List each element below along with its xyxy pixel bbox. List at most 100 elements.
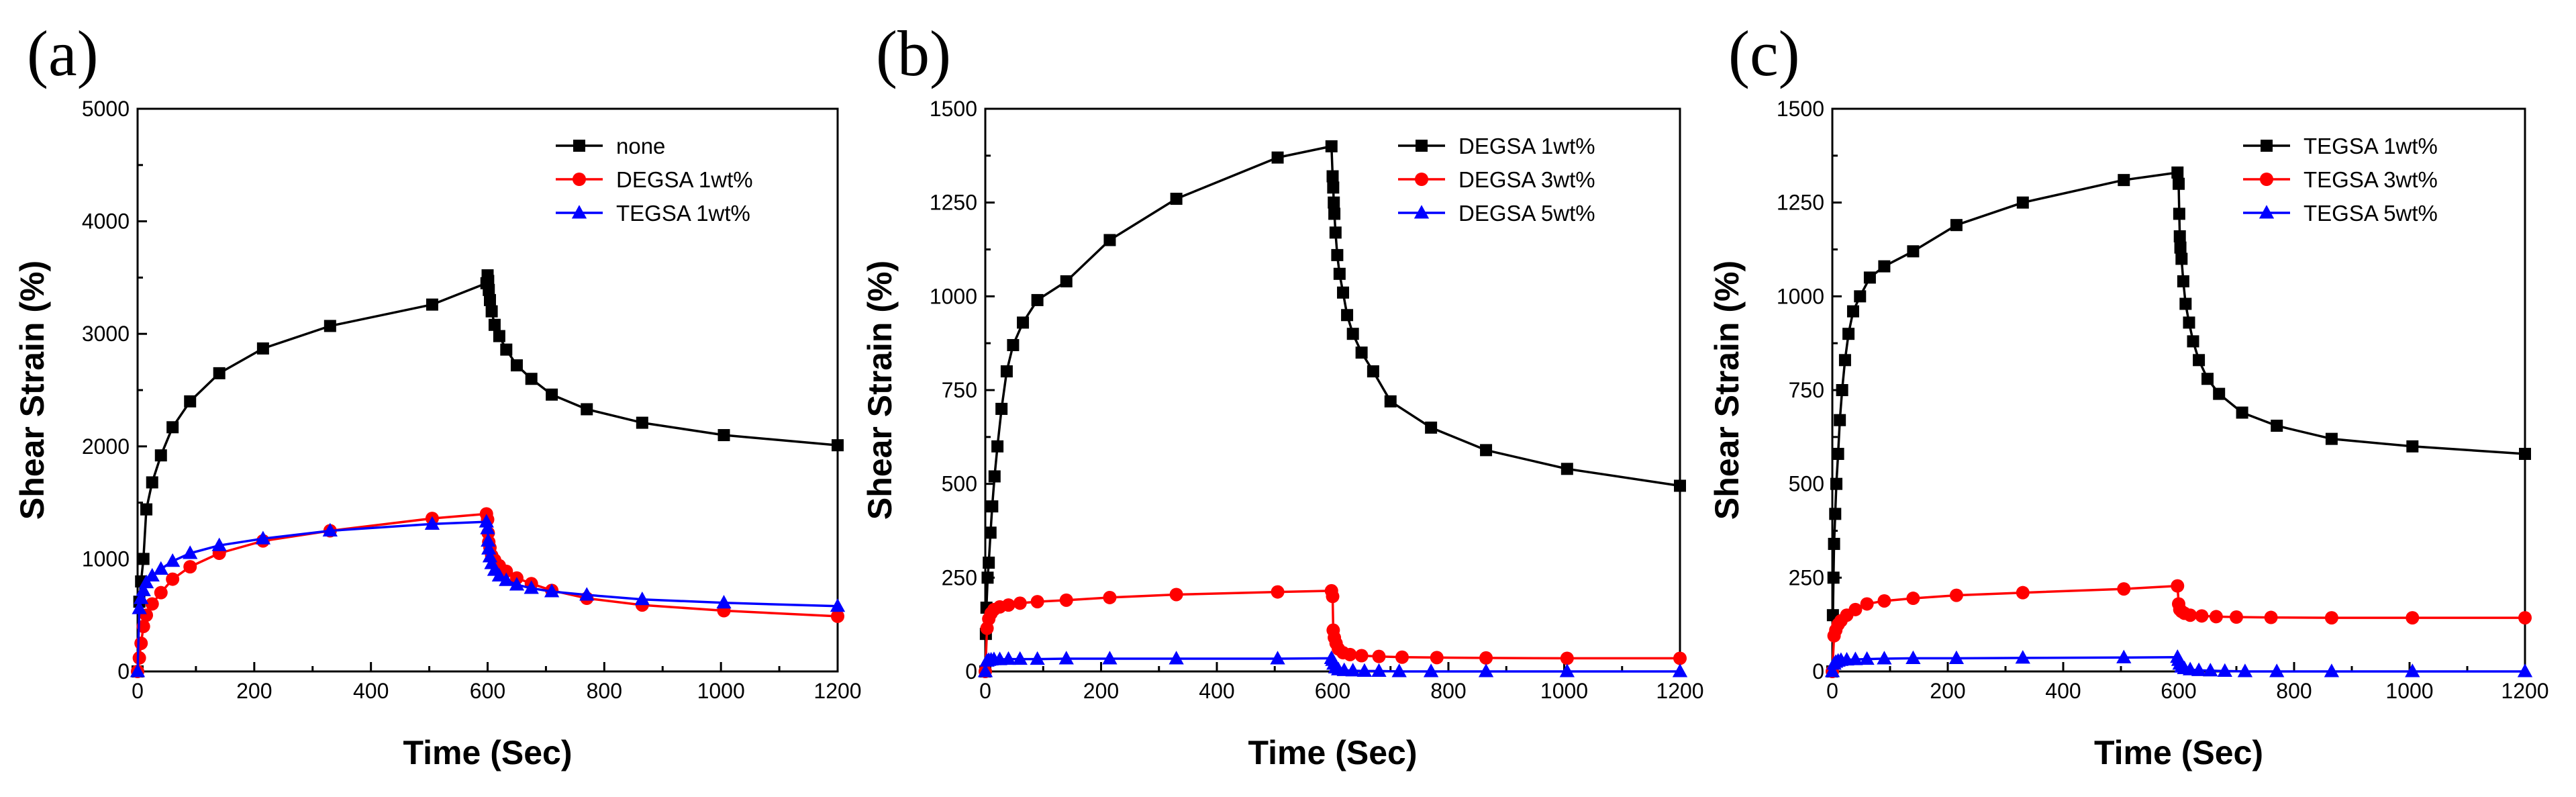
data-point	[255, 530, 271, 545]
data-point	[1059, 593, 1073, 607]
data-point	[1367, 365, 1379, 378]
data-point	[830, 598, 846, 612]
legend-label: DEGSA 3wt%	[1458, 167, 1595, 192]
data-point	[2195, 609, 2209, 623]
data-point	[1327, 181, 1340, 194]
data-point	[2213, 387, 2226, 400]
data-point	[213, 367, 226, 379]
data-point	[2174, 241, 2187, 254]
data-point	[2118, 174, 2130, 187]
x-tick-label: 600	[470, 679, 505, 703]
data-point	[1830, 477, 1843, 490]
data-point	[2230, 610, 2243, 624]
data-point	[1343, 647, 1357, 661]
data-point	[1326, 590, 1340, 604]
data-point	[2209, 610, 2223, 624]
data-point	[1672, 663, 1688, 677]
data-point	[132, 600, 147, 614]
data-point	[1328, 196, 1340, 209]
legend-label: TEGSA 3wt%	[2303, 167, 2438, 192]
data-point	[2517, 663, 2533, 677]
data-point	[1948, 650, 1965, 664]
y-tick-label: 3000	[82, 322, 130, 346]
data-point	[136, 582, 151, 596]
y-axis-title: Shear Strain (%)	[13, 261, 51, 520]
data-point	[500, 343, 513, 356]
data-point	[1478, 663, 1494, 677]
data-point	[2324, 611, 2338, 625]
y-tick-label: 0	[117, 659, 130, 684]
legend-label: DEGSA 5wt%	[1458, 201, 1595, 226]
data-point	[184, 395, 197, 408]
x-tick-label: 1200	[813, 679, 861, 703]
data-point	[1906, 592, 1920, 606]
data-point	[1170, 193, 1183, 205]
data-point	[426, 298, 438, 311]
data-point	[2171, 579, 2185, 593]
data-point	[2325, 432, 2338, 445]
data-point	[1877, 594, 1891, 608]
legend-swatch-marker	[2260, 173, 2273, 186]
data-point	[2016, 196, 2029, 209]
data-point	[154, 449, 167, 462]
legend-label: DEGSA 1wt%	[616, 167, 753, 192]
data-point	[1480, 444, 1493, 457]
y-tick-label: 250	[1789, 565, 1824, 590]
data-point	[1824, 663, 1840, 677]
data-point	[324, 320, 336, 332]
data-point	[1848, 602, 1863, 616]
data-point	[132, 651, 146, 665]
legend-label: DEGSA 1wt%	[1458, 134, 1595, 158]
data-point	[322, 522, 338, 537]
x-tick-label: 200	[1930, 679, 1965, 703]
data-point	[211, 537, 227, 551]
data-point	[1328, 207, 1341, 220]
y-tick-label: 1000	[1777, 284, 1824, 308]
data-point	[1103, 234, 1116, 246]
plot-frame	[136, 107, 839, 673]
data-point	[1031, 293, 1044, 306]
data-point	[1000, 365, 1013, 378]
x-tick-label: 0	[979, 679, 991, 703]
data-point	[986, 500, 999, 513]
data-point	[1838, 354, 1851, 367]
data-point	[1561, 463, 1573, 475]
legend-swatch-marker	[573, 173, 586, 186]
panel-label: (a)	[27, 17, 99, 89]
data-point	[2173, 230, 2186, 242]
data-point	[1337, 286, 1350, 299]
data-point	[991, 440, 1004, 453]
data-point	[2173, 177, 2185, 190]
legend: TEGSA 1wt% TEGSA 3wt% TEGSA 5wt%	[2243, 134, 2438, 226]
data-point	[983, 556, 995, 569]
y-tick-label: 0	[965, 659, 977, 684]
data-point	[524, 580, 539, 594]
data-point	[499, 572, 514, 586]
data-point	[483, 283, 495, 296]
data-point	[2187, 335, 2199, 348]
data-point	[2117, 582, 2131, 596]
data-point	[1333, 267, 1346, 280]
series-2	[1826, 579, 2532, 678]
legend-swatch-marker	[2259, 205, 2275, 219]
data-point	[1425, 421, 1438, 434]
data-point	[544, 583, 560, 598]
data-point	[154, 585, 168, 600]
data-point	[1479, 651, 1493, 665]
data-point	[1877, 651, 1892, 665]
data-point	[130, 663, 146, 677]
data-point	[1058, 651, 1074, 665]
data-point	[2406, 440, 2419, 453]
y-tick-label: 1000	[930, 284, 977, 308]
data-point	[977, 663, 993, 677]
data-point	[483, 293, 496, 306]
data-point	[2173, 207, 2185, 220]
data-point	[488, 318, 501, 331]
data-point	[579, 587, 595, 601]
data-point	[1331, 248, 1344, 261]
series-3	[130, 514, 846, 677]
data-point	[832, 439, 844, 452]
x-tick-label: 600	[1315, 679, 1350, 703]
legend-swatch-marker	[573, 140, 585, 152]
data-point	[2324, 663, 2340, 677]
